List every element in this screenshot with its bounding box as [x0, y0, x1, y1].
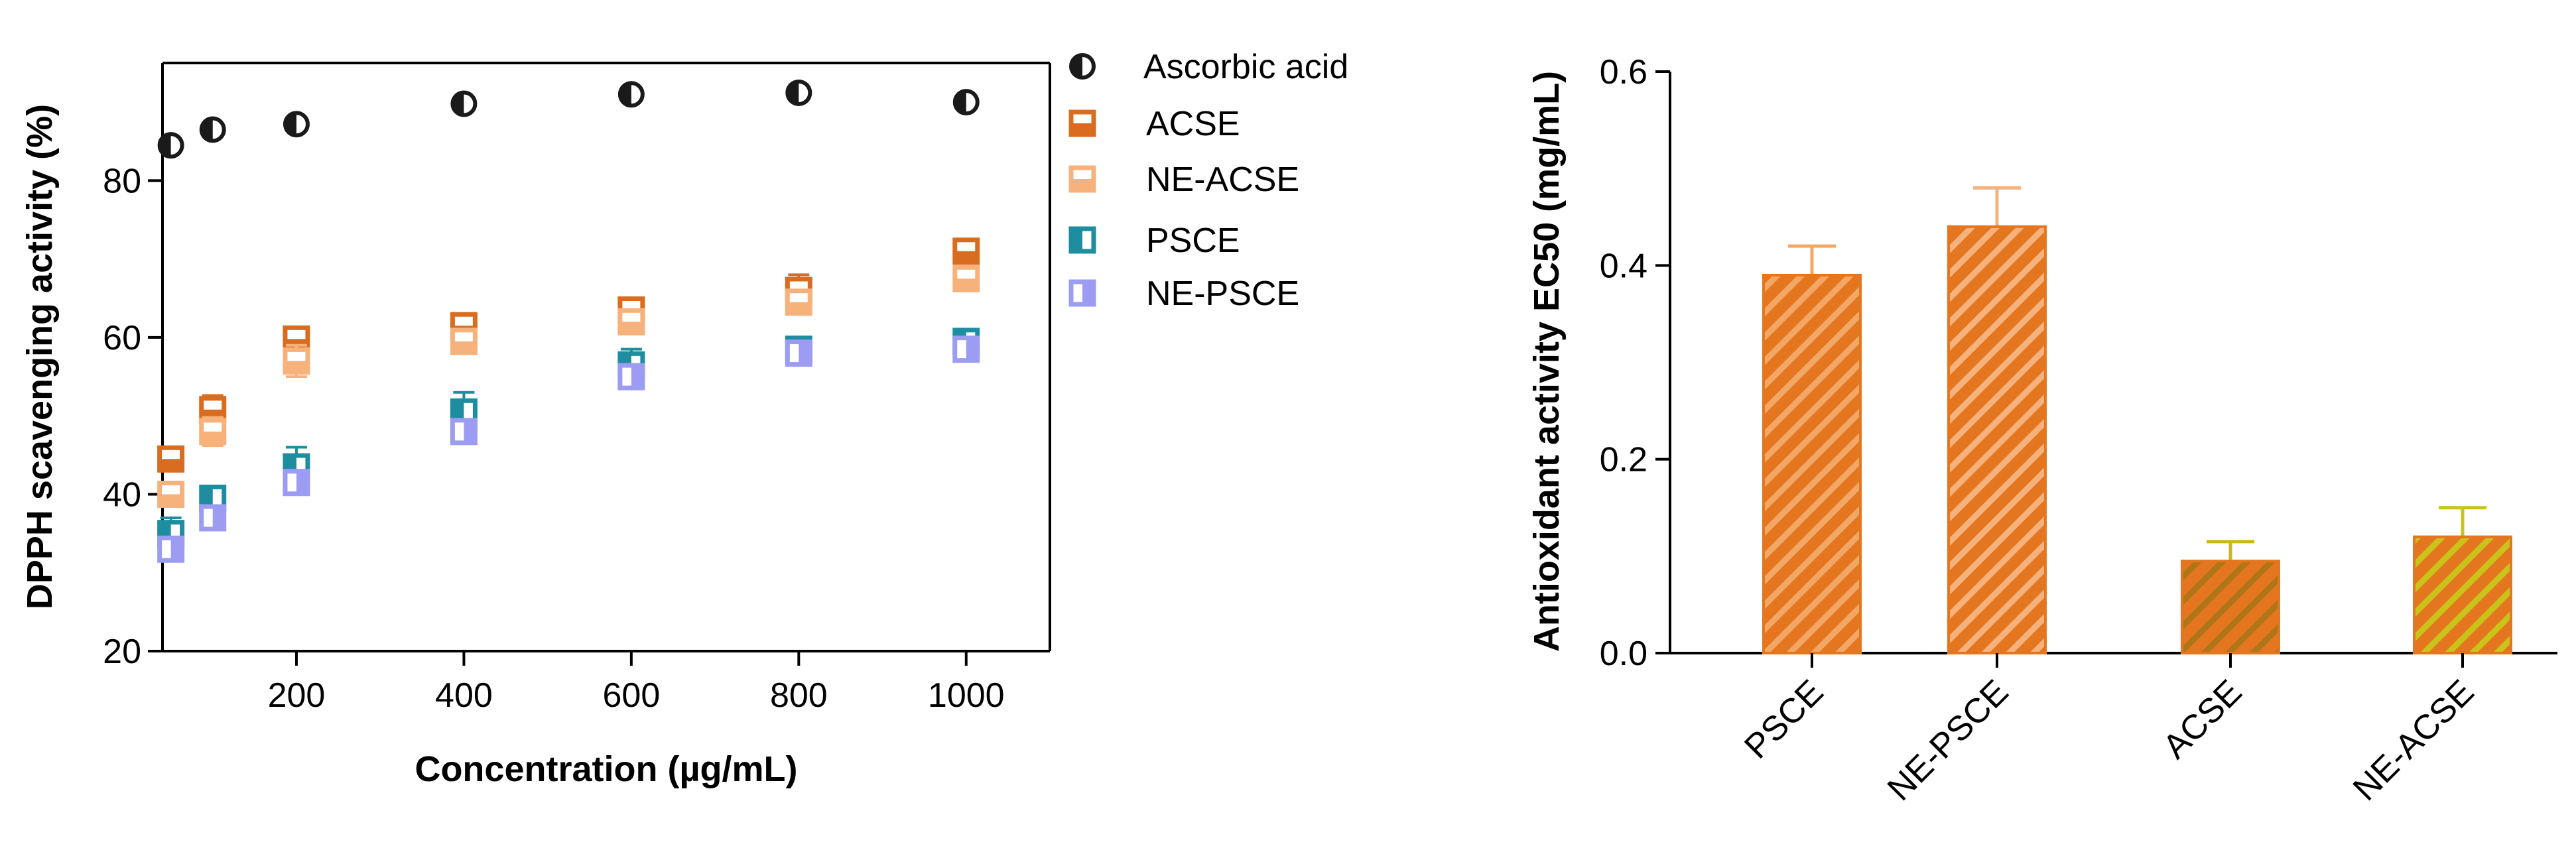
- data-point: [157, 535, 185, 563]
- data-point: [785, 339, 812, 367]
- legend-marker: [1068, 226, 1096, 254]
- series-ascorbic-acid: [157, 79, 980, 159]
- bar-psce: [1762, 244, 1862, 654]
- x-tick-label: 600: [602, 676, 660, 715]
- bar-y-tick-label: 0.2: [1600, 441, 1647, 479]
- x-axis-title: Concentration (µg/mL): [415, 749, 797, 789]
- legend-item: PSCE: [1068, 221, 1240, 260]
- bar-y-tick-label: 0.6: [1600, 53, 1647, 92]
- bar: [2181, 560, 2280, 654]
- bar-y-tick-label: 0.4: [1600, 247, 1647, 285]
- x-tick-label: 400: [435, 676, 493, 715]
- series-psce: [157, 328, 980, 551]
- legend-label: PSCE: [1146, 221, 1240, 260]
- data-point: [450, 328, 478, 355]
- y-tick-label: 60: [103, 319, 141, 357]
- bar: [2413, 535, 2512, 654]
- series-ne-psce: [157, 336, 980, 563]
- data-point: [283, 469, 310, 497]
- data-point: [199, 504, 227, 532]
- data-point: [617, 81, 645, 108]
- legend-item: Ascorbic acid: [1069, 48, 1348, 86]
- data-point: [952, 237, 980, 265]
- bar: [1947, 225, 2047, 655]
- x-tick-label: 200: [268, 676, 326, 715]
- data-point: [450, 90, 478, 117]
- legend-label: NE-PSCE: [1146, 275, 1299, 313]
- data-point: [283, 111, 310, 138]
- data-point: [450, 418, 478, 446]
- bar-y-tick-label: 0.0: [1600, 635, 1647, 673]
- legend-marker: [1069, 53, 1096, 80]
- data-point: [617, 308, 645, 336]
- legend-item: NE-PSCE: [1068, 275, 1299, 313]
- data-point: [785, 288, 812, 316]
- data-point: [952, 265, 980, 292]
- legend-label: Ascorbic acid: [1143, 48, 1348, 86]
- bar-ne-acse: [2413, 506, 2512, 654]
- bar-x-tick-label: NE-ACSE: [2346, 672, 2481, 808]
- legend-marker: [1068, 279, 1096, 307]
- data-point: [199, 116, 226, 143]
- data-point: [157, 132, 184, 159]
- y-tick-label: 20: [103, 633, 141, 671]
- bar-x-tick-label: NE-PSCE: [1880, 672, 2016, 808]
- legend-marker: [1068, 165, 1096, 193]
- bar-ne-psce: [1947, 186, 2047, 655]
- bar-y-axis-title: Antioxidant activity EC50 (mg/mL): [1527, 71, 1567, 652]
- y-tick-label: 80: [103, 162, 141, 200]
- legend: Ascorbic acid ACSE NE-ACSE PSCE NE-PSCE: [1068, 48, 1348, 313]
- data-point: [785, 79, 812, 106]
- x-tick-label: 800: [770, 676, 828, 715]
- bar-x-tick-label: ACSE: [2156, 672, 2249, 766]
- bar-chart: 0.0 0.2 0.4 0.6 PSCE NE-PSCE ACSE NE-ACSE Anti…: [1527, 53, 2557, 808]
- data-point: [283, 347, 310, 375]
- data-point: [617, 363, 645, 391]
- bar-acse: [2181, 540, 2280, 654]
- legend-label: NE-ACSE: [1146, 160, 1299, 199]
- y-tick-label: 40: [103, 475, 141, 514]
- series-ne-acse: [157, 265, 980, 508]
- legend-item: ACSE: [1068, 105, 1240, 143]
- bar: [1762, 273, 1862, 654]
- legend-label: ACSE: [1146, 105, 1240, 143]
- data-point: [952, 89, 980, 116]
- data-point: [199, 418, 227, 446]
- x-tick-label: 1000: [928, 676, 1005, 715]
- data-point: [157, 445, 185, 473]
- legend-marker: [1068, 109, 1096, 137]
- data-point: [952, 336, 980, 363]
- series-acse: [157, 237, 980, 473]
- scatter-chart: 20 40 60 80 200 400 600 800 1000 DPPH scavengin…: [20, 48, 1348, 789]
- data-point: [157, 480, 185, 508]
- bar-x-tick-label: PSCE: [1737, 672, 1831, 766]
- y-axis-title: DPPH scavenging activity (%): [20, 104, 60, 609]
- legend-item: NE-ACSE: [1068, 160, 1299, 199]
